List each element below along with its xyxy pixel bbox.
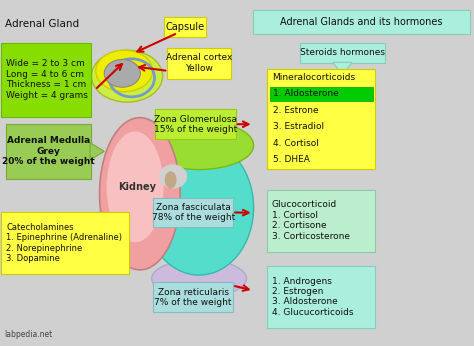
FancyBboxPatch shape — [167, 48, 231, 79]
Text: 1. Androgens
2. Estrogen
3. Aldosterone
4. Glucucorticoids: 1. Androgens 2. Estrogen 3. Aldosterone … — [272, 276, 353, 317]
Ellipse shape — [164, 171, 176, 189]
Text: Mineralocorticoids: Mineralocorticoids — [273, 73, 356, 82]
Text: Adrenal Gland: Adrenal Gland — [5, 19, 79, 29]
Ellipse shape — [100, 118, 180, 270]
Text: 4. Cortisol: 4. Cortisol — [273, 139, 319, 148]
Ellipse shape — [104, 60, 140, 87]
FancyBboxPatch shape — [6, 124, 91, 179]
FancyBboxPatch shape — [300, 43, 385, 63]
FancyBboxPatch shape — [153, 198, 233, 227]
FancyBboxPatch shape — [164, 17, 206, 37]
FancyBboxPatch shape — [270, 86, 373, 101]
Text: Kidney: Kidney — [118, 182, 156, 192]
FancyBboxPatch shape — [267, 266, 375, 328]
Text: 2. Estrone: 2. Estrone — [273, 106, 318, 115]
Polygon shape — [90, 143, 104, 160]
Text: 3. Estradiol: 3. Estradiol — [273, 122, 324, 131]
Ellipse shape — [107, 131, 164, 242]
Text: Zona Glomerulosa
15% of the weight: Zona Glomerulosa 15% of the weight — [154, 115, 237, 134]
Ellipse shape — [145, 140, 254, 275]
Polygon shape — [333, 62, 352, 76]
FancyBboxPatch shape — [1, 43, 91, 117]
Text: labpedia.net: labpedia.net — [5, 330, 53, 339]
Ellipse shape — [159, 164, 187, 189]
Text: Steroids hormones: Steroids hormones — [300, 48, 385, 57]
Text: Adrenal cortex
Yellow: Adrenal cortex Yellow — [166, 53, 232, 73]
Text: Glucocorticoid
1. Cortisol
2. Cortisone
3. Corticosterone: Glucocorticoid 1. Cortisol 2. Cortisone … — [272, 200, 350, 241]
FancyBboxPatch shape — [153, 282, 233, 312]
FancyBboxPatch shape — [253, 10, 470, 34]
Text: Zona fasciculata
78% of the weight: Zona fasciculata 78% of the weight — [152, 203, 235, 222]
Text: Catecholamines
1. Epinephrine (Adrenaline)
2. Norepinephrine
3. Dopamine: Catecholamines 1. Epinephrine (Adrenalin… — [6, 223, 122, 263]
Ellipse shape — [91, 50, 163, 102]
FancyBboxPatch shape — [267, 69, 375, 169]
Ellipse shape — [96, 50, 153, 92]
Text: Zona reticularis
7% of the weight: Zona reticularis 7% of the weight — [155, 288, 232, 307]
Text: 5. DHEA: 5. DHEA — [273, 155, 310, 164]
FancyBboxPatch shape — [1, 212, 129, 274]
Text: Capsule: Capsule — [165, 22, 205, 32]
Text: 1. Aldosterone: 1. Aldosterone — [273, 89, 338, 98]
Text: Adrenal Glands and its hormones: Adrenal Glands and its hormones — [280, 17, 443, 27]
Ellipse shape — [145, 121, 254, 170]
FancyBboxPatch shape — [155, 109, 236, 139]
FancyBboxPatch shape — [267, 190, 375, 252]
Ellipse shape — [152, 260, 246, 298]
Text: Wide = 2 to 3 cm
Long = 4 to 6 cm
Thickness = 1 cm
Weight = 4 grams: Wide = 2 to 3 cm Long = 4 to 6 cm Thickn… — [6, 60, 88, 100]
Text: Adrenal Medulla
Grey
20% of the weight: Adrenal Medulla Grey 20% of the weight — [2, 136, 95, 166]
